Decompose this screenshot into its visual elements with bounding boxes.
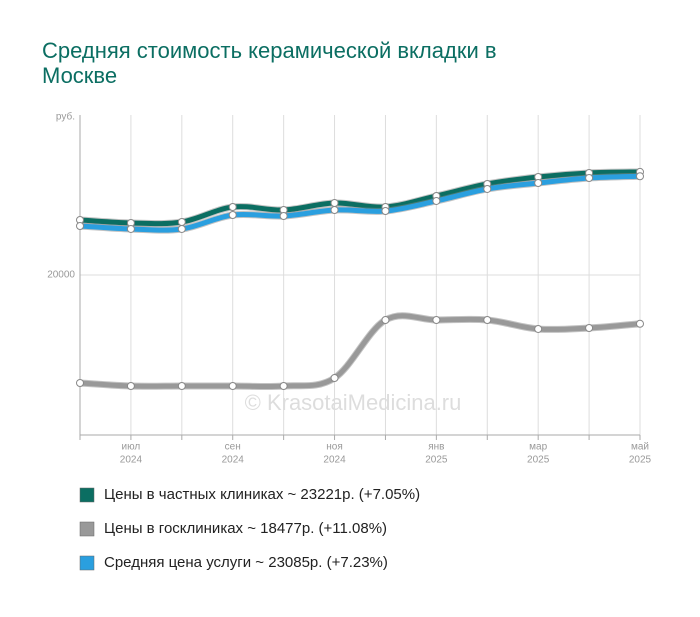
x-tick-label: 2025 [425, 455, 448, 466]
point [279, 211, 288, 220]
series-line [79, 169, 641, 227]
point [126, 224, 135, 233]
point [279, 382, 288, 391]
point [483, 184, 492, 193]
y-tick-label: 20000 [47, 270, 75, 281]
point [330, 206, 339, 215]
point [585, 323, 594, 332]
point [432, 315, 441, 324]
legend-label: Цены в госклиниках ~ 18477р. (+11.08%) [104, 520, 387, 537]
chart-title: Средняя стоимость керамической вкладки в [42, 38, 497, 63]
x-tick-label: сен [225, 442, 241, 453]
watermark: © KrasotaiMedicina.ru [245, 390, 462, 415]
point [76, 222, 84, 231]
point [330, 374, 339, 383]
point [585, 174, 594, 183]
x-tick-label: 2024 [120, 455, 143, 466]
point [636, 172, 644, 181]
point [636, 319, 644, 328]
x-tick-label: 2024 [222, 455, 245, 466]
point [534, 324, 543, 333]
x-tick-label: ноя [326, 442, 343, 453]
point [483, 315, 492, 324]
series-line [79, 173, 641, 233]
point [330, 199, 339, 207]
legend-label: Цены в частных клиниках ~ 23221р. (+7.05… [104, 486, 420, 503]
chart-title: Москве [42, 63, 117, 88]
point [177, 224, 186, 233]
x-tick-label: янв [428, 442, 444, 453]
x-tick-label: 2025 [527, 455, 550, 466]
point [381, 315, 390, 324]
x-tick-label: 2024 [323, 455, 346, 466]
point [177, 218, 186, 227]
point [177, 382, 186, 391]
y-axis-label: руб. [56, 111, 75, 123]
x-tick-label: май [631, 442, 649, 453]
x-tick-label: мар [529, 442, 547, 453]
x-tick-label: 2025 [629, 455, 652, 466]
point [76, 379, 84, 387]
point [381, 207, 390, 215]
legend-swatch [79, 555, 95, 571]
point [228, 211, 237, 219]
legend-label: Средняя цена услуги ~ 23085р. (+7.23%) [104, 554, 388, 571]
point [228, 382, 237, 391]
x-tick-label: июл [122, 442, 141, 453]
point [228, 203, 237, 211]
point [432, 196, 441, 205]
point [126, 382, 135, 391]
legend-swatch [79, 487, 95, 503]
point [534, 179, 543, 187]
legend-swatch [79, 521, 95, 537]
